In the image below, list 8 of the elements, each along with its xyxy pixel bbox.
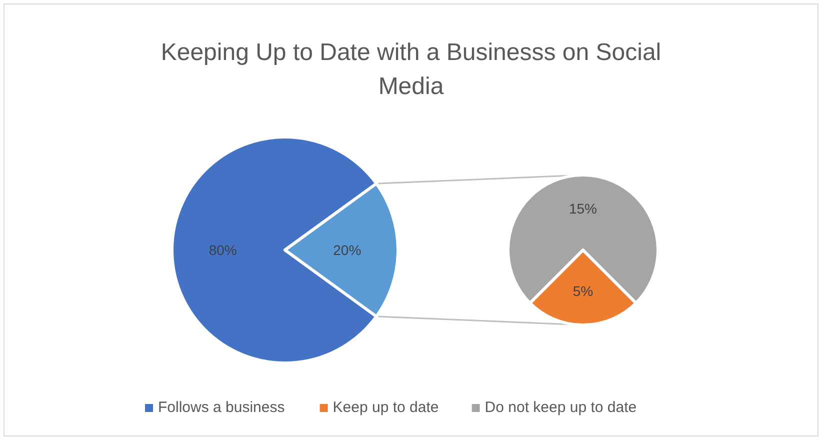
- data-label: 15%: [568, 200, 598, 217]
- legend-label: Keep up to date: [332, 399, 439, 416]
- data-label: 20%: [333, 242, 362, 258]
- legend-label: Follows a business: [158, 399, 285, 416]
- data-label: 5%: [572, 283, 594, 300]
- data-label: 80%: [208, 242, 237, 258]
- legend-label: Do not keep up to date: [484, 399, 637, 416]
- chart-title: Keeping Up to Date with a Businesss on Social Media: [160, 39, 662, 100]
